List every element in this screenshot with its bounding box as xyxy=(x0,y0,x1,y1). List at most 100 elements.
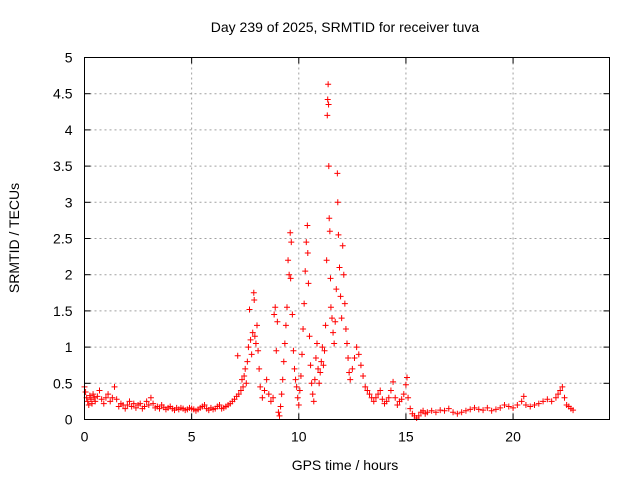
data-point xyxy=(497,404,504,411)
data-point xyxy=(462,407,469,414)
data-point xyxy=(156,405,163,412)
data-point xyxy=(270,394,277,401)
data-point xyxy=(100,400,107,407)
data-point xyxy=(372,394,379,401)
data-point xyxy=(454,410,461,417)
data-point xyxy=(441,407,448,414)
data-point xyxy=(531,402,538,409)
data-point xyxy=(522,402,529,409)
data-point xyxy=(321,347,328,354)
data-point xyxy=(274,318,281,325)
data-point xyxy=(307,362,314,369)
data-point xyxy=(514,402,521,409)
data-point xyxy=(237,387,244,394)
data-point xyxy=(394,402,401,409)
x-tick-label: 10 xyxy=(291,429,307,445)
chart-title: Day 239 of 2025, SRMTID for receiver tuv… xyxy=(211,19,480,35)
data-point xyxy=(245,344,252,351)
data-point xyxy=(317,369,324,376)
data-point xyxy=(234,352,241,359)
data-point xyxy=(96,387,103,394)
data-point xyxy=(311,376,318,383)
data-point xyxy=(488,407,495,414)
data-point xyxy=(248,351,255,358)
data-point xyxy=(295,402,302,409)
data-point xyxy=(375,391,382,398)
data-point xyxy=(387,387,394,394)
data-point xyxy=(330,329,337,336)
data-point xyxy=(244,358,251,365)
data-point xyxy=(364,387,371,394)
data-point xyxy=(336,264,343,271)
data-point xyxy=(383,398,390,405)
data-point xyxy=(85,402,92,409)
y-tick-label: 0 xyxy=(65,412,73,428)
data-point xyxy=(329,315,335,322)
data-point xyxy=(341,300,348,307)
data-point xyxy=(247,336,254,343)
y-tick-label: 2 xyxy=(65,267,73,283)
data-point xyxy=(303,239,310,246)
data-point xyxy=(287,275,294,282)
data-point xyxy=(278,391,285,398)
data-point xyxy=(351,354,358,361)
data-point xyxy=(338,315,345,322)
data-point xyxy=(402,381,409,388)
data-point xyxy=(89,400,95,407)
data-point xyxy=(480,407,487,414)
data-point xyxy=(107,398,114,405)
data-point xyxy=(255,347,262,354)
data-point xyxy=(285,257,292,264)
data-point xyxy=(126,398,133,405)
data-point xyxy=(305,280,312,287)
data-point xyxy=(345,354,352,361)
data-point xyxy=(366,391,373,398)
data-point xyxy=(505,403,512,410)
data-point xyxy=(400,391,407,398)
data-point xyxy=(86,392,93,399)
data-point xyxy=(102,394,109,401)
data-point xyxy=(342,326,349,332)
data-point xyxy=(294,394,301,401)
data-point xyxy=(540,398,547,405)
data-point xyxy=(308,380,315,387)
data-point xyxy=(407,405,414,412)
y-tick-label: 1.5 xyxy=(53,303,73,319)
data-point xyxy=(309,391,316,398)
data-point xyxy=(273,347,280,354)
data-point xyxy=(280,358,287,365)
x-tick-label: 0 xyxy=(81,429,89,445)
data-point xyxy=(355,351,362,358)
data-point xyxy=(276,412,283,419)
data-point xyxy=(561,394,568,401)
data-point xyxy=(471,404,478,411)
x-tick-label: 20 xyxy=(505,429,521,445)
data-point xyxy=(84,398,91,405)
x-tick-label: 5 xyxy=(188,429,196,445)
data-point xyxy=(288,239,295,246)
data-point xyxy=(250,289,257,296)
data-point xyxy=(325,163,332,170)
data-series xyxy=(81,81,577,422)
data-point xyxy=(289,311,296,318)
data-point xyxy=(344,340,350,347)
y-tick-label: 5 xyxy=(65,50,73,66)
data-point xyxy=(405,394,412,401)
data-point xyxy=(286,271,293,278)
data-point xyxy=(201,402,208,409)
data-point xyxy=(325,101,332,108)
data-point xyxy=(324,112,331,119)
data-point xyxy=(297,373,304,380)
data-point xyxy=(109,394,116,401)
data-point xyxy=(252,340,259,347)
data-point xyxy=(141,403,148,410)
y-axis-label: SRMTID / TECUs xyxy=(6,183,22,293)
data-point xyxy=(326,228,333,235)
data-point xyxy=(284,304,290,311)
data-point xyxy=(570,407,577,414)
y-tick-label: 4 xyxy=(65,122,73,138)
data-point xyxy=(242,365,249,372)
data-point xyxy=(98,396,105,403)
data-point xyxy=(281,340,288,347)
